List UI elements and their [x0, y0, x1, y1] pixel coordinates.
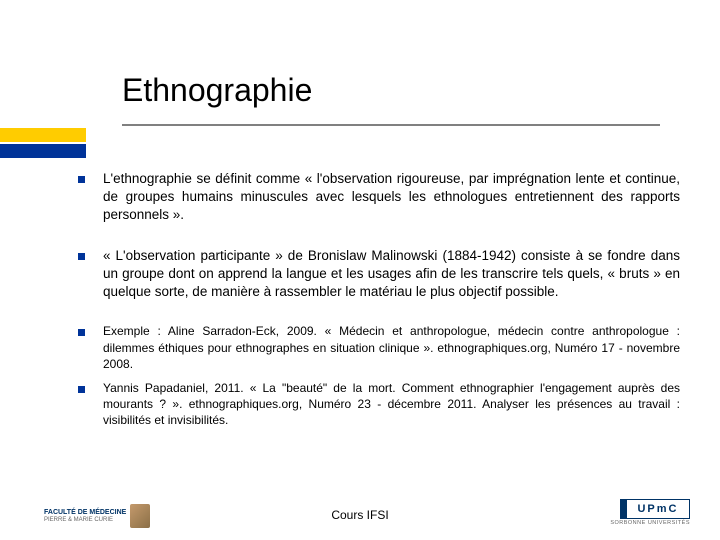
bullet-text: « L'observation participante » de Bronis… [103, 247, 680, 302]
footer: FACULTÉ DE MÉDECINE PIERRE & MARIE CURIE… [0, 484, 720, 528]
bullet-item: L'ethnographie se définit comme « l'obse… [78, 170, 680, 225]
faculty-text: FACULTÉ DE MÉDECINE PIERRE & MARIE CURIE [44, 509, 126, 523]
bar-yellow [0, 128, 86, 142]
bullet-icon [78, 253, 85, 260]
slide-title: Ethnographie [122, 72, 680, 115]
upmc-text: UPmC [627, 503, 689, 515]
faculty-line1: FACULTÉ DE MÉDECINE [44, 509, 126, 517]
bullet-icon [78, 386, 85, 393]
bullet-text: Exemple : Aline Sarradon-Eck, 2009. « Mé… [103, 323, 680, 372]
footer-text: Cours IFSI [331, 508, 388, 522]
logo-right: UPmC SORBONNE UNIVERSITÉS [610, 499, 690, 526]
faculty-emblem-icon [130, 504, 150, 528]
upmc-logo: UPmC [620, 499, 690, 519]
logo-left: FACULTÉ DE MÉDECINE PIERRE & MARIE CURIE [44, 504, 150, 528]
bullet-item: Exemple : Aline Sarradon-Eck, 2009. « Mé… [78, 323, 680, 372]
bullet-icon [78, 329, 85, 336]
bar-blue [0, 144, 86, 158]
bullet-item: « L'observation participante » de Bronis… [78, 247, 680, 302]
sorbonne-text: SORBONNE UNIVERSITÉS [610, 520, 690, 526]
faculty-line2: PIERRE & MARIE CURIE [44, 517, 126, 524]
bullet-text: Yannis Papadaniel, 2011. « La "beauté" d… [103, 380, 680, 429]
title-area: Ethnographie [122, 72, 680, 115]
decorative-bars [0, 128, 86, 158]
content-area: L'ethnographie se définit comme « l'obse… [78, 170, 680, 450]
bullet-item: Yannis Papadaniel, 2011. « La "beauté" d… [78, 380, 680, 429]
title-underline [122, 124, 660, 126]
bullet-text: L'ethnographie se définit comme « l'obse… [103, 170, 680, 225]
bullet-icon [78, 176, 85, 183]
